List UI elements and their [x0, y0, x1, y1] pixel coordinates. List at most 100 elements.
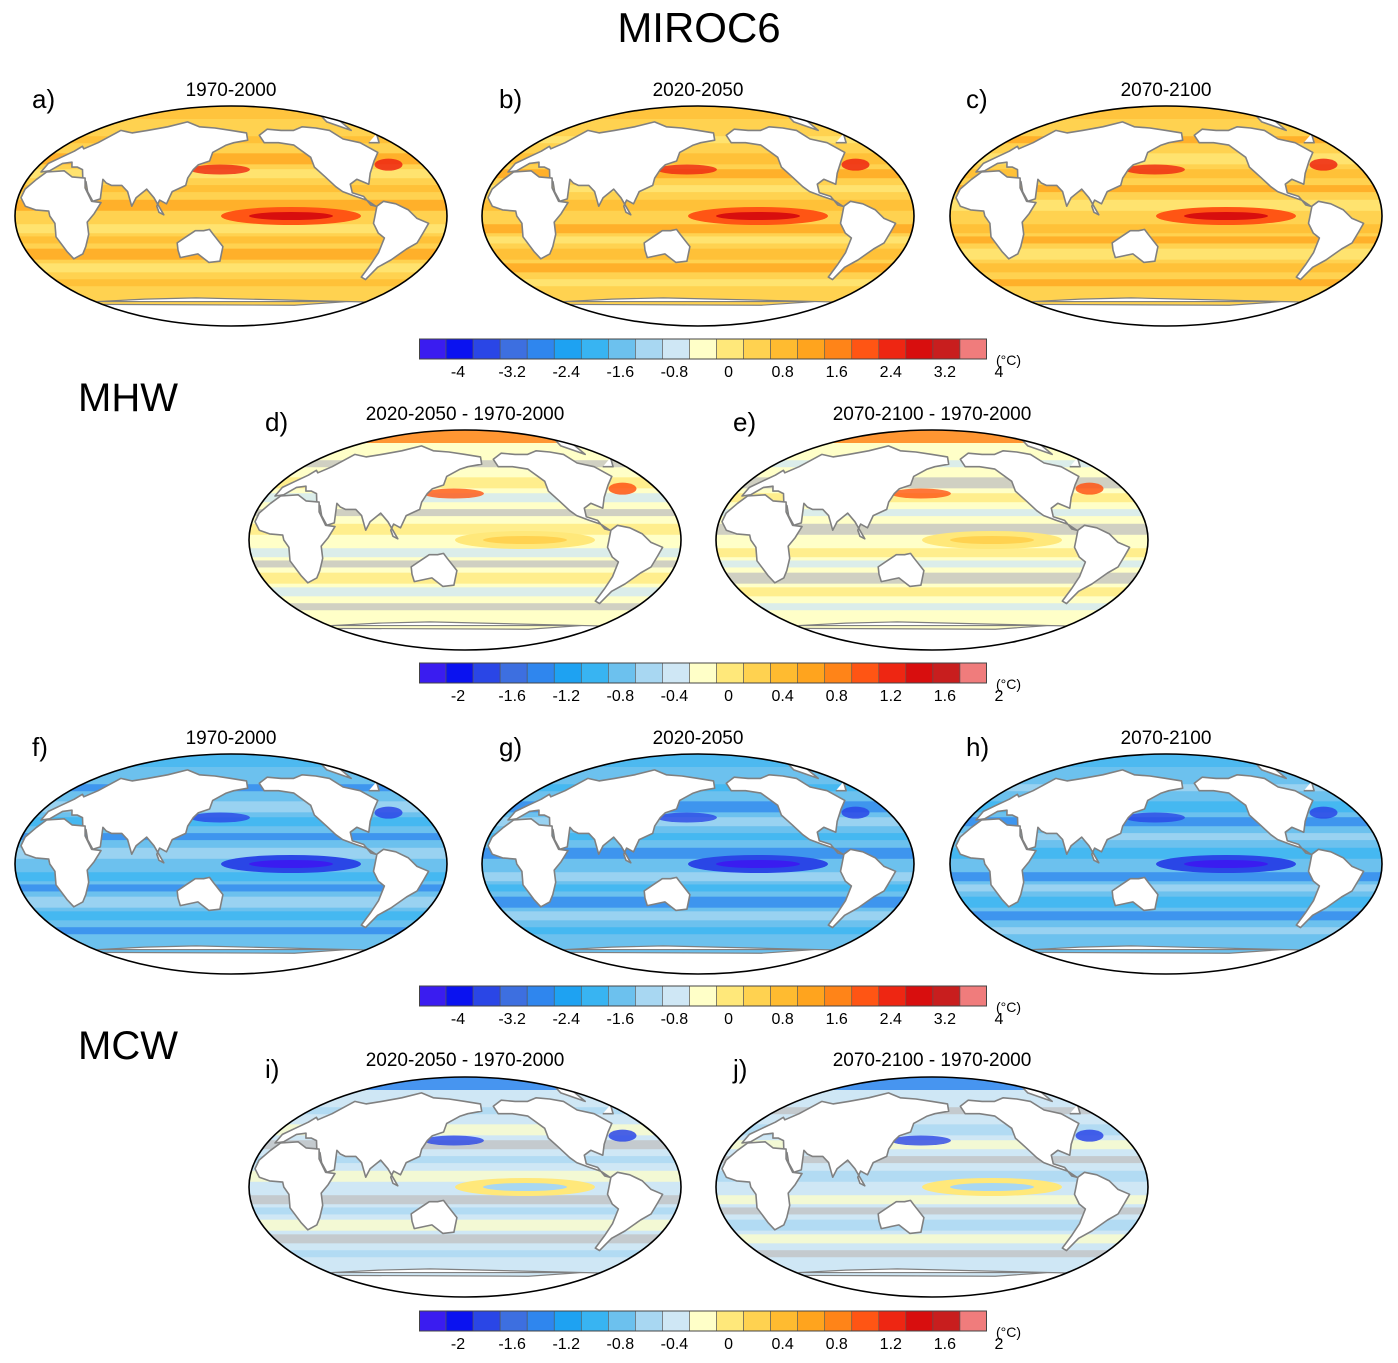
land-south-america — [594, 524, 664, 605]
field-band — [249, 1219, 681, 1231]
colorbar-tick-label: -0.4 — [660, 688, 689, 705]
field-band — [950, 872, 1382, 882]
land-north-america — [725, 126, 846, 207]
equatorial-core — [1184, 860, 1268, 868]
panel-g-letter: g) — [499, 732, 523, 762]
colorbar-swatch — [689, 1310, 717, 1332]
field-band — [716, 560, 1148, 568]
colorbar-swatch — [851, 662, 880, 684]
field-band — [15, 153, 447, 165]
colorbar-swatch — [716, 985, 744, 1007]
colorbar-tick-label: 2 — [994, 688, 1004, 705]
map-border — [14, 105, 448, 327]
field-band — [950, 248, 1382, 260]
field-band — [482, 263, 914, 273]
colorbar-swatch — [689, 985, 717, 1007]
map-border — [949, 753, 1383, 975]
colorbar-tick-label: -3.2 — [498, 364, 526, 381]
colorbar-swatch — [932, 338, 961, 360]
land-africa — [20, 170, 102, 260]
field-band — [716, 587, 1148, 597]
land-north-america — [1193, 774, 1314, 855]
land-australia — [176, 228, 224, 264]
land-south-america — [1295, 848, 1365, 929]
panel-e-letter: e) — [733, 407, 757, 437]
colorbar-swatch — [851, 985, 880, 1007]
field-band — [15, 236, 447, 244]
land-australia — [877, 1199, 925, 1235]
colorbar-swatch — [878, 338, 907, 360]
colorbar-tick-label: -4 — [450, 1011, 466, 1028]
field-band — [15, 911, 447, 921]
map-panel-j — [715, 1076, 1149, 1298]
colorbar-unit: (°C) — [996, 999, 1022, 1015]
field-band — [950, 224, 1382, 234]
land-africa — [254, 1141, 336, 1231]
colorbar-tick-label: 0.4 — [771, 688, 794, 705]
field-band — [716, 1195, 1148, 1205]
field-band — [482, 185, 914, 193]
land-africa — [254, 494, 336, 584]
field-band — [716, 1250, 1148, 1258]
colorbar-swatch — [851, 1310, 880, 1332]
land-eurasia — [507, 121, 716, 216]
colorbar-tick-label: -3.2 — [498, 1011, 526, 1028]
colorbar-tick-label: 3.2 — [933, 1011, 957, 1028]
field-band — [249, 1250, 681, 1258]
colorbar-swatch — [445, 338, 474, 360]
colorbar-swatch — [743, 338, 771, 360]
colorbar-tick-label: -1.6 — [498, 688, 526, 705]
land-north-america — [959, 1097, 1080, 1178]
field-band — [950, 884, 1382, 892]
colorbar-swatch — [472, 662, 501, 684]
field-band — [482, 911, 914, 921]
colorbar-swatch — [905, 985, 934, 1007]
land-australia — [176, 876, 224, 912]
colorbar-unit: (°C) — [996, 676, 1022, 692]
field-band — [15, 248, 447, 260]
colorbar-swatch — [797, 1310, 826, 1332]
field-band — [15, 199, 447, 211]
field-band — [716, 1124, 1148, 1136]
colorbar-tick-label: -0.8 — [606, 1336, 635, 1353]
colorbar-swatch — [553, 338, 582, 360]
colorbar-swatch — [662, 985, 690, 1007]
colorbar-swatch — [635, 1310, 663, 1332]
colorbar-swatch — [905, 662, 934, 684]
equatorial-core — [483, 536, 567, 544]
panel-j-letter: j) — [733, 1054, 748, 1084]
colorbar-swatch — [932, 1310, 961, 1332]
field-band — [249, 509, 681, 517]
field-band — [716, 1219, 1148, 1231]
colorbar-tick-label: -2.4 — [552, 364, 581, 381]
kuroshio-hotspot — [423, 1135, 484, 1146]
field-band — [15, 224, 447, 234]
field-band — [249, 523, 681, 535]
colorbar-swatch — [499, 985, 528, 1007]
land-eurasia — [40, 121, 249, 216]
land-africa — [955, 170, 1037, 260]
field-band — [950, 153, 1382, 165]
colorbar-tick-label: -1.2 — [552, 1336, 581, 1353]
colorbar-swatch — [851, 338, 880, 360]
colorbar-swatch — [419, 1310, 447, 1332]
field-band — [716, 1156, 1148, 1164]
field-band — [716, 523, 1148, 535]
map-panel-e — [715, 429, 1149, 651]
field-band — [15, 847, 447, 859]
land-australia — [1111, 228, 1159, 264]
field-band — [950, 896, 1382, 908]
field-band — [482, 801, 914, 813]
field-band — [15, 884, 447, 892]
colorbar-unit: (°C) — [996, 1324, 1022, 1340]
gulf-stream-hotspot — [1075, 1129, 1104, 1142]
colorbar-swatch — [662, 1310, 690, 1332]
colorbar-swatch — [743, 662, 771, 684]
colorbar-swatch — [905, 1310, 934, 1332]
colorbar-swatch — [770, 662, 798, 684]
colorbar-swatch — [824, 338, 853, 360]
panel-i-letter: i) — [265, 1054, 280, 1084]
field-band — [249, 1195, 681, 1205]
field-band — [950, 847, 1382, 859]
land-south-america — [1061, 1171, 1131, 1252]
